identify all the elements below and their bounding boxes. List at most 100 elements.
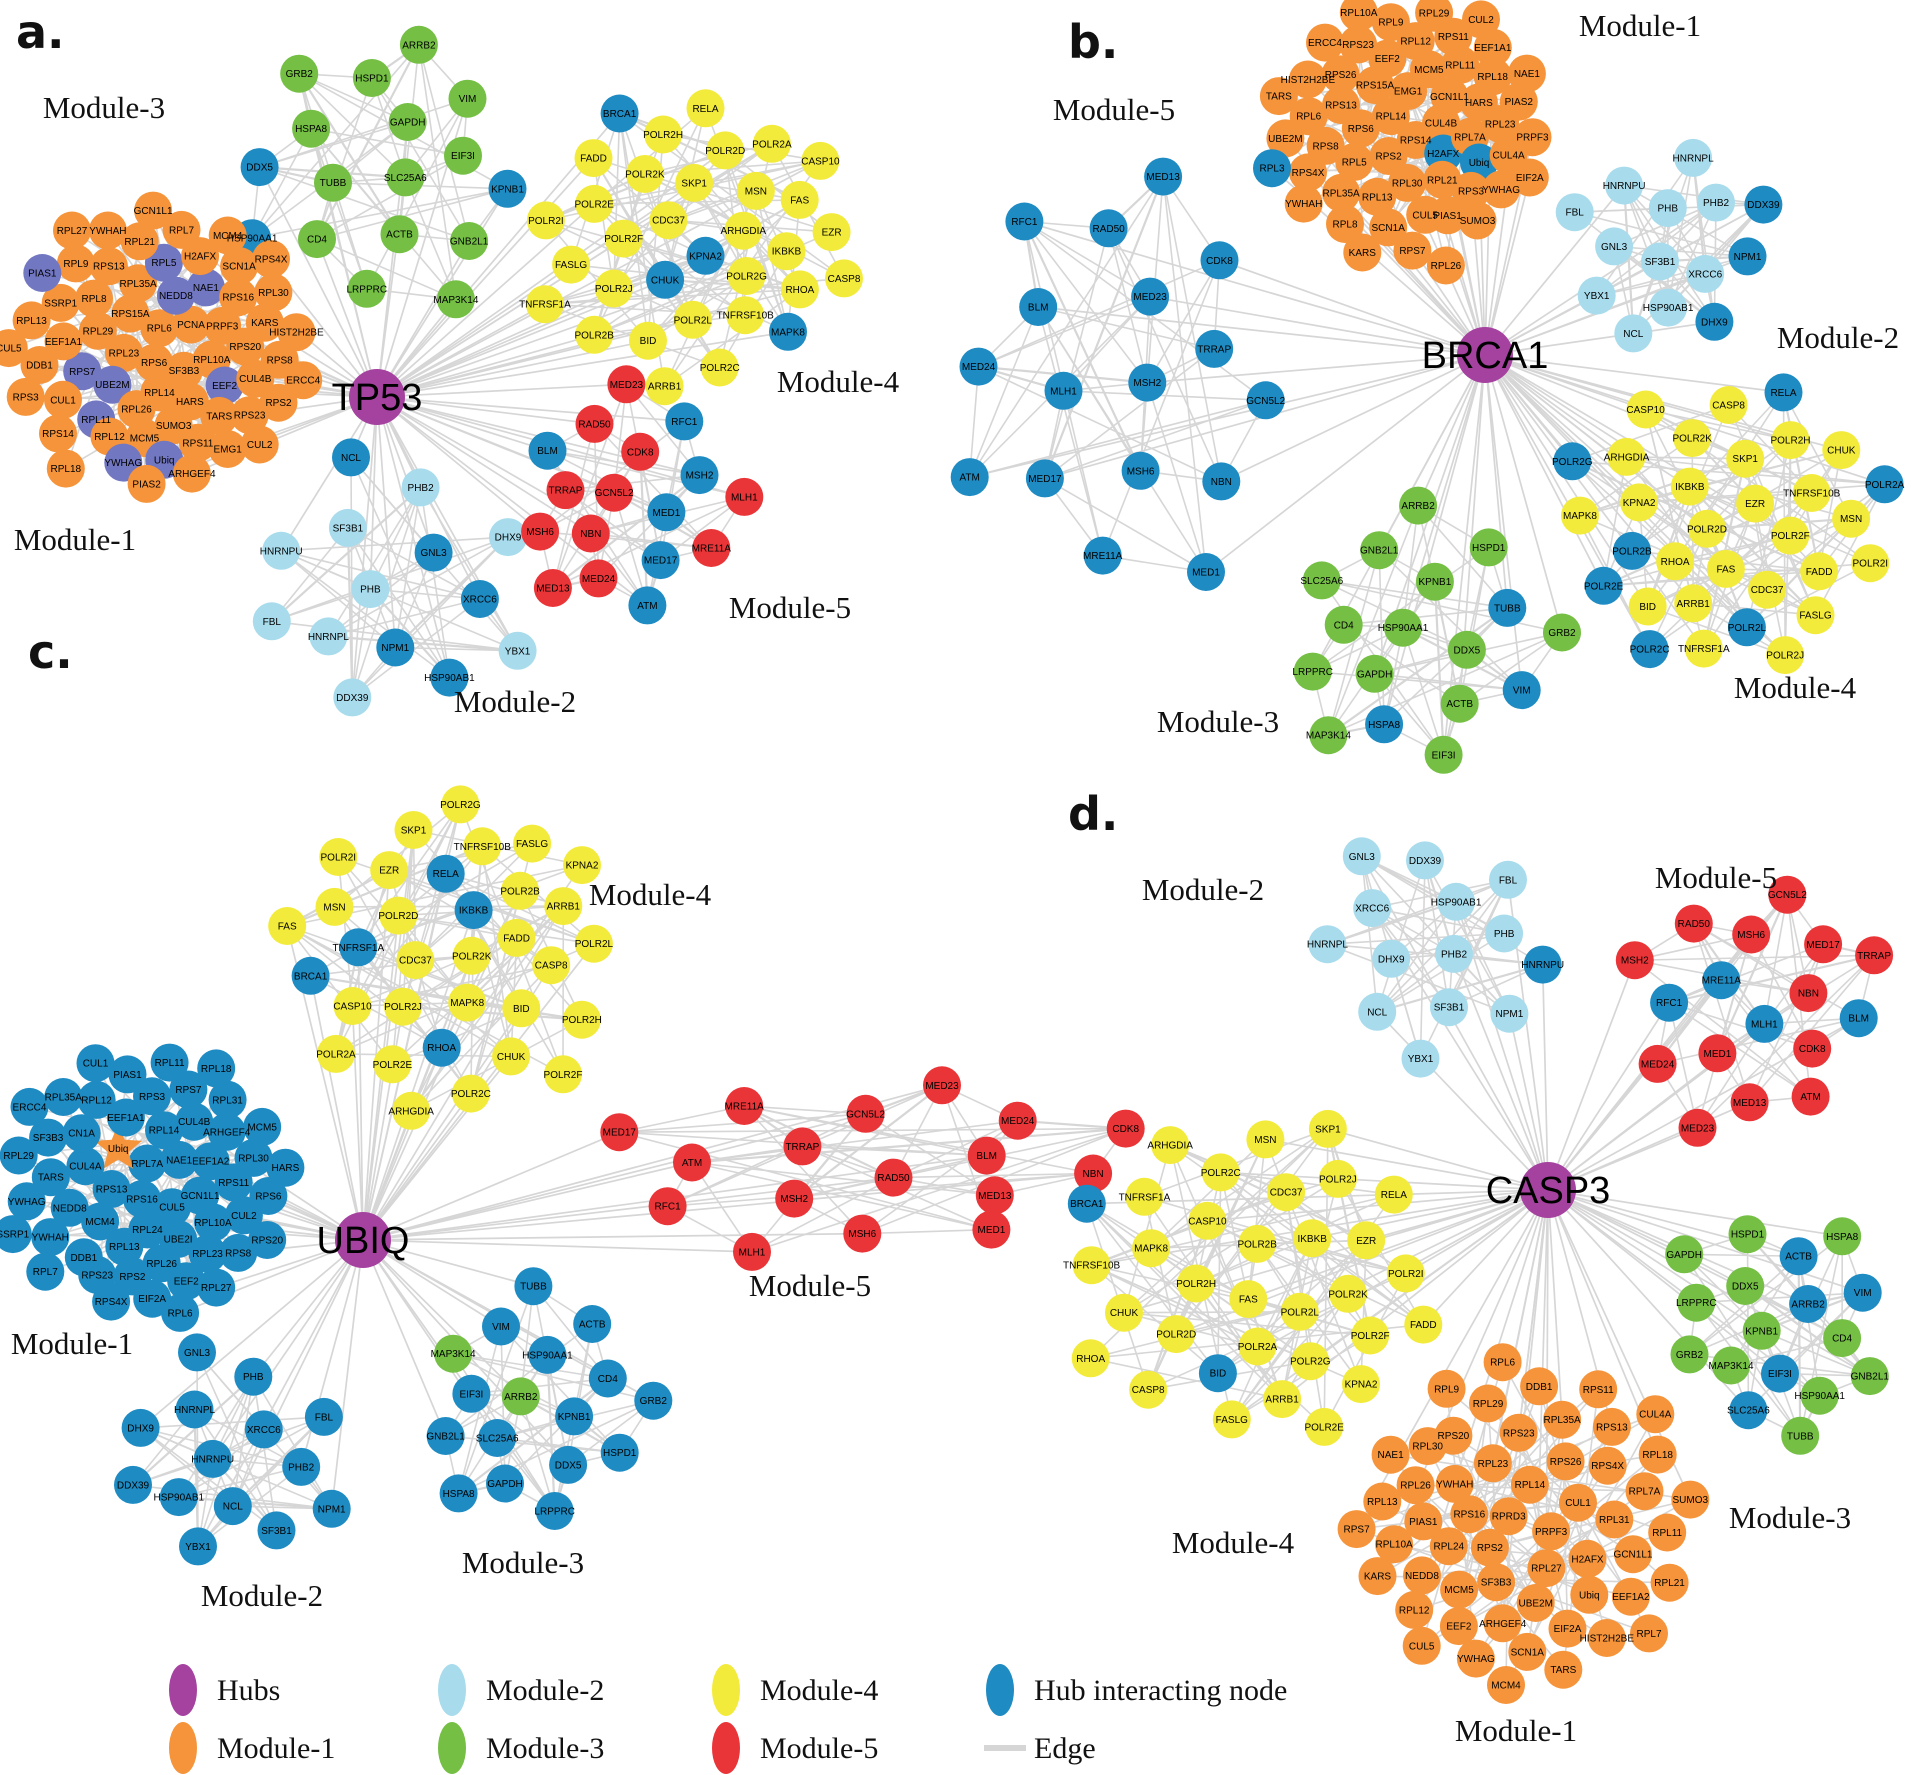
edge bbox=[362, 1232, 863, 1241]
node-label-BRCA1: BRCA1 bbox=[1070, 1199, 1104, 1210]
node-label-RPS23: RPS23 bbox=[234, 411, 266, 422]
node-label-MCM5: MCM5 bbox=[247, 1122, 277, 1133]
edge bbox=[252, 1239, 364, 1378]
node-RPS13 bbox=[89, 247, 128, 286]
node-label-MED24: MED24 bbox=[1641, 1059, 1675, 1070]
node-label-TNFRSF10B: TNFRSF10B bbox=[1783, 489, 1841, 500]
node-NEDD8 bbox=[156, 276, 195, 315]
node-label-POLR2B: POLR2B bbox=[1612, 546, 1652, 557]
edge bbox=[376, 203, 595, 398]
node-label-TUBB: TUBB bbox=[1787, 1431, 1814, 1442]
node-label-RPL27: RPL27 bbox=[201, 1283, 232, 1294]
edge bbox=[1626, 456, 1746, 460]
node-label-EEF1A2: EEF1A2 bbox=[192, 1157, 230, 1168]
node-label-MAPK8: MAPK8 bbox=[771, 327, 805, 338]
node-label-POLR2F: POLR2F bbox=[544, 1070, 583, 1081]
edge bbox=[794, 1127, 1126, 1200]
node-CASP10 bbox=[1188, 1201, 1227, 1240]
node-RPS13 bbox=[1592, 1407, 1631, 1446]
node-KPNB1 bbox=[555, 1397, 594, 1436]
node-label-SF3B3: SF3B3 bbox=[1481, 1578, 1512, 1589]
edge bbox=[1484, 354, 1627, 458]
node-MED17 bbox=[641, 541, 680, 580]
node-label-HNRNPU: HNRNPU bbox=[260, 546, 303, 557]
node-label-ARRB1: ARRB1 bbox=[648, 382, 682, 393]
node-label-RELA: RELA bbox=[1770, 388, 1796, 399]
node-label-MCM5: MCM5 bbox=[1414, 65, 1444, 76]
edge bbox=[1062, 296, 1151, 392]
node-RPL7 bbox=[26, 1252, 65, 1291]
node-label-NBN: NBN bbox=[1798, 989, 1819, 1000]
edge bbox=[1150, 1128, 1329, 1249]
node-label-GNL3: GNL3 bbox=[1601, 242, 1628, 253]
edge bbox=[978, 365, 1222, 483]
node-label-CUL5: CUL5 bbox=[159, 1203, 185, 1214]
node-RPL12 bbox=[1395, 1590, 1434, 1629]
legend-swatch-module2 bbox=[438, 1664, 466, 1716]
node-label-CUL2: CUL2 bbox=[231, 1211, 257, 1222]
node-FAS bbox=[268, 907, 307, 945]
node-label-CDC37: CDC37 bbox=[1270, 1188, 1303, 1199]
node-label-KPNA2: KPNA2 bbox=[689, 251, 722, 262]
node-CUL5 bbox=[1402, 1626, 1441, 1665]
node-POLR2D bbox=[706, 131, 745, 170]
edge bbox=[410, 964, 552, 1112]
panel-letter-d: d. bbox=[1068, 787, 1118, 841]
node-SLC25A6 bbox=[1729, 1391, 1768, 1430]
node-label-VIM: VIM bbox=[459, 94, 477, 105]
node-POLR2D bbox=[1157, 1315, 1196, 1354]
node-DHX9 bbox=[121, 1408, 160, 1447]
node-RPS2 bbox=[259, 383, 298, 422]
edge bbox=[259, 97, 468, 168]
node-label-TNFRSF10B: TNFRSF10B bbox=[1063, 1261, 1121, 1272]
edge bbox=[376, 396, 662, 561]
edge bbox=[520, 1396, 556, 1512]
node-RPL27 bbox=[1527, 1549, 1566, 1588]
node-label-RPL27: RPL27 bbox=[57, 226, 88, 237]
node-label-POLR2K: POLR2K bbox=[625, 170, 665, 181]
node-TUBB bbox=[1781, 1416, 1820, 1455]
edge bbox=[1730, 1255, 1800, 1366]
node-label-DDX39: DDX39 bbox=[1747, 200, 1780, 211]
node-label-MED17: MED17 bbox=[1806, 940, 1840, 951]
node-label-RHOA: RHOA bbox=[1076, 1354, 1105, 1365]
node-RPL31 bbox=[1595, 1500, 1634, 1539]
node-MSH2 bbox=[1615, 941, 1654, 980]
edge bbox=[1327, 1128, 1549, 1191]
edge bbox=[1090, 1357, 1283, 1400]
node-label-POLR2H: POLR2H bbox=[562, 1015, 602, 1026]
edge bbox=[1484, 354, 1817, 616]
node-label-TUBB: TUBB bbox=[520, 1282, 547, 1293]
node-MCM4 bbox=[208, 216, 247, 255]
edge bbox=[1327, 932, 1505, 945]
node-UBE2M bbox=[1266, 119, 1305, 158]
legend-swatch-module5 bbox=[712, 1722, 740, 1774]
edge bbox=[362, 1131, 620, 1241]
node-RPL5 bbox=[1335, 142, 1374, 181]
node-label-NPM1: NPM1 bbox=[381, 643, 409, 654]
node-TARS bbox=[1544, 1650, 1583, 1689]
node-label-RPL26: RPL26 bbox=[146, 1259, 177, 1270]
node-POLR2F bbox=[1771, 516, 1810, 555]
node-VIM bbox=[482, 1307, 520, 1346]
edge bbox=[1376, 901, 1457, 1013]
node-DDX39 bbox=[1744, 185, 1783, 224]
hub-label-TP53: TP53 bbox=[332, 377, 423, 419]
node-label-TARS: TARS bbox=[1266, 92, 1292, 103]
node-GCN5L2 bbox=[1768, 875, 1807, 914]
edge bbox=[865, 1113, 996, 1196]
node-MSH6 bbox=[1732, 915, 1771, 954]
node-label-POLR2C: POLR2C bbox=[1201, 1168, 1241, 1179]
node-label-GCN5L2: GCN5L2 bbox=[846, 1109, 885, 1120]
node-label-BRCA1: BRCA1 bbox=[294, 971, 328, 982]
edge bbox=[1327, 607, 1508, 737]
node-label-EMG1: EMG1 bbox=[1394, 87, 1423, 98]
node-label-EEF2: EEF2 bbox=[1446, 1622, 1471, 1633]
node-label-KARS: KARS bbox=[1364, 1572, 1392, 1583]
node-KARS bbox=[1358, 1557, 1397, 1596]
node-GAPDH bbox=[1665, 1235, 1704, 1274]
node-label-SCN1A: SCN1A bbox=[1511, 1647, 1545, 1658]
node-label-GNB2L1: GNB2L1 bbox=[426, 1432, 465, 1443]
node-ARRB2 bbox=[1789, 1285, 1828, 1323]
